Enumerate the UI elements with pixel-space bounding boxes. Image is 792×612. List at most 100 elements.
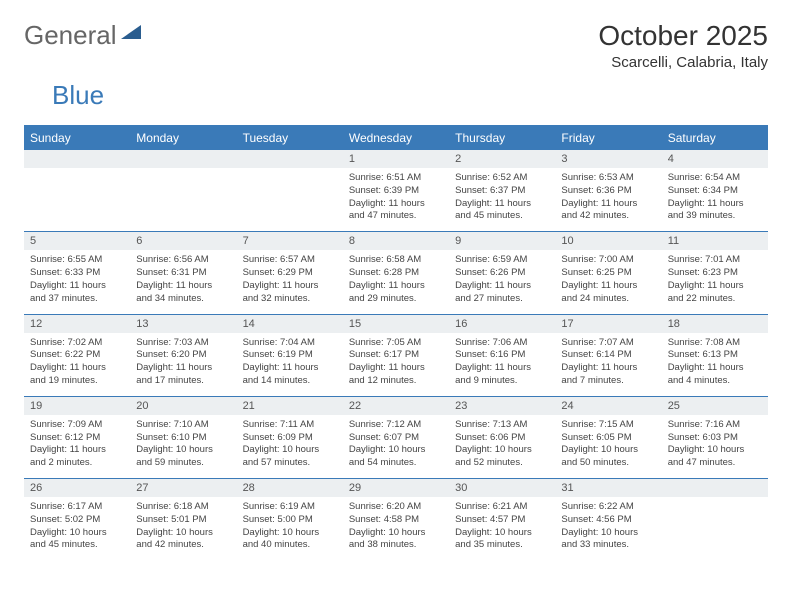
day-cell: Sunrise: 7:12 AMSunset: 6:07 PMDaylight:… xyxy=(343,415,449,479)
day-cell-body: Sunrise: 6:56 AMSunset: 6:31 PMDaylight:… xyxy=(130,250,236,313)
day-number-cell: 25 xyxy=(662,396,768,415)
day-cell-body: Sunrise: 6:53 AMSunset: 6:36 PMDaylight:… xyxy=(555,168,661,231)
day-info-line: Daylight: 11 hours and 39 minutes. xyxy=(668,198,762,224)
daynum-row: 1234 xyxy=(24,150,768,169)
day-number-cell: 17 xyxy=(555,314,661,333)
day-number-cell: 1 xyxy=(343,150,449,169)
day-number-cell: 18 xyxy=(662,314,768,333)
day-info-line: Sunset: 6:06 PM xyxy=(455,432,549,445)
day-info-line: Daylight: 11 hours and 45 minutes. xyxy=(455,198,549,224)
day-info-line: Sunset: 4:58 PM xyxy=(349,514,443,527)
day-info-line: Daylight: 10 hours and 35 minutes. xyxy=(455,527,549,553)
day-info-line: Sunrise: 7:08 AM xyxy=(668,337,762,350)
day-cell-body: Sunrise: 7:08 AMSunset: 6:13 PMDaylight:… xyxy=(662,333,768,396)
day-number-cell xyxy=(24,150,130,169)
day-info-line: Sunrise: 6:58 AM xyxy=(349,254,443,267)
day-info-line: Sunset: 6:07 PM xyxy=(349,432,443,445)
day-header: Friday xyxy=(555,126,661,150)
day-info-line: Daylight: 10 hours and 52 minutes. xyxy=(455,444,549,470)
day-info-line: Sunset: 5:02 PM xyxy=(30,514,124,527)
day-info-line: Daylight: 10 hours and 38 minutes. xyxy=(349,527,443,553)
day-cell: Sunrise: 7:04 AMSunset: 6:19 PMDaylight:… xyxy=(237,333,343,397)
day-cell: Sunrise: 6:56 AMSunset: 6:31 PMDaylight:… xyxy=(130,250,236,314)
day-number-cell: 3 xyxy=(555,150,661,169)
day-info-line: Sunrise: 7:01 AM xyxy=(668,254,762,267)
day-cell: Sunrise: 7:06 AMSunset: 6:16 PMDaylight:… xyxy=(449,333,555,397)
day-info-line: Sunrise: 7:04 AM xyxy=(243,337,337,350)
day-header: Tuesday xyxy=(237,126,343,150)
day-info-line: Sunset: 5:01 PM xyxy=(136,514,230,527)
day-cell: Sunrise: 6:19 AMSunset: 5:00 PMDaylight:… xyxy=(237,497,343,560)
day-number-cell: 4 xyxy=(662,150,768,169)
day-cell: Sunrise: 6:22 AMSunset: 4:56 PMDaylight:… xyxy=(555,497,661,560)
day-info-line: Sunrise: 6:21 AM xyxy=(455,501,549,514)
day-info-line: Sunrise: 6:19 AM xyxy=(243,501,337,514)
day-info-line: Daylight: 10 hours and 57 minutes. xyxy=(243,444,337,470)
day-number-cell: 19 xyxy=(24,396,130,415)
day-info-line: Sunrise: 7:03 AM xyxy=(136,337,230,350)
day-info-line: Sunset: 6:19 PM xyxy=(243,349,337,362)
day-number-cell: 5 xyxy=(24,232,130,251)
day-cell-body: Sunrise: 6:51 AMSunset: 6:39 PMDaylight:… xyxy=(343,168,449,231)
day-cell-body xyxy=(237,168,343,226)
day-header-row: Sunday Monday Tuesday Wednesday Thursday… xyxy=(24,126,768,150)
day-cell: Sunrise: 7:11 AMSunset: 6:09 PMDaylight:… xyxy=(237,415,343,479)
day-cell-body xyxy=(24,168,130,226)
day-cell-body: Sunrise: 7:10 AMSunset: 6:10 PMDaylight:… xyxy=(130,415,236,478)
week-row: Sunrise: 6:17 AMSunset: 5:02 PMDaylight:… xyxy=(24,497,768,560)
day-info-line: Daylight: 11 hours and 27 minutes. xyxy=(455,280,549,306)
day-info-line: Sunrise: 7:11 AM xyxy=(243,419,337,432)
day-number-cell: 20 xyxy=(130,396,236,415)
day-info-line: Sunset: 6:39 PM xyxy=(349,185,443,198)
day-cell-body: Sunrise: 7:06 AMSunset: 6:16 PMDaylight:… xyxy=(449,333,555,396)
day-number-cell: 6 xyxy=(130,232,236,251)
day-info-line: Sunrise: 6:20 AM xyxy=(349,501,443,514)
day-info-line: Sunset: 6:03 PM xyxy=(668,432,762,445)
day-cell-body: Sunrise: 6:59 AMSunset: 6:26 PMDaylight:… xyxy=(449,250,555,313)
day-info-line: Daylight: 11 hours and 37 minutes. xyxy=(30,280,124,306)
day-cell-body: Sunrise: 7:02 AMSunset: 6:22 PMDaylight:… xyxy=(24,333,130,396)
day-info-line: Sunset: 6:10 PM xyxy=(136,432,230,445)
day-info-line: Daylight: 11 hours and 17 minutes. xyxy=(136,362,230,388)
day-cell-body: Sunrise: 7:03 AMSunset: 6:20 PMDaylight:… xyxy=(130,333,236,396)
logo: General xyxy=(24,20,143,51)
day-number-cell: 12 xyxy=(24,314,130,333)
day-info-line: Daylight: 10 hours and 59 minutes. xyxy=(136,444,230,470)
day-info-line: Daylight: 10 hours and 42 minutes. xyxy=(136,527,230,553)
day-cell-body: Sunrise: 6:22 AMSunset: 4:56 PMDaylight:… xyxy=(555,497,661,560)
day-cell: Sunrise: 7:05 AMSunset: 6:17 PMDaylight:… xyxy=(343,333,449,397)
day-cell-body: Sunrise: 7:15 AMSunset: 6:05 PMDaylight:… xyxy=(555,415,661,478)
day-number-cell: 26 xyxy=(24,479,130,498)
day-info-line: Daylight: 11 hours and 24 minutes. xyxy=(561,280,655,306)
day-number-cell: 21 xyxy=(237,396,343,415)
day-info-line: Sunset: 6:12 PM xyxy=(30,432,124,445)
day-info-line: Daylight: 10 hours and 33 minutes. xyxy=(561,527,655,553)
day-info-line: Daylight: 11 hours and 4 minutes. xyxy=(668,362,762,388)
day-info-line: Sunrise: 6:53 AM xyxy=(561,172,655,185)
day-cell: Sunrise: 7:00 AMSunset: 6:25 PMDaylight:… xyxy=(555,250,661,314)
day-cell: Sunrise: 6:18 AMSunset: 5:01 PMDaylight:… xyxy=(130,497,236,560)
day-cell xyxy=(662,497,768,560)
day-info-line: Sunrise: 7:07 AM xyxy=(561,337,655,350)
calendar-body: 1234Sunrise: 6:51 AMSunset: 6:39 PMDayli… xyxy=(24,150,768,561)
day-info-line: Sunrise: 7:06 AM xyxy=(455,337,549,350)
day-info-line: Sunrise: 6:52 AM xyxy=(455,172,549,185)
day-cell: Sunrise: 7:15 AMSunset: 6:05 PMDaylight:… xyxy=(555,415,661,479)
day-cell: Sunrise: 6:55 AMSunset: 6:33 PMDaylight:… xyxy=(24,250,130,314)
day-info-line: Sunrise: 6:18 AM xyxy=(136,501,230,514)
day-cell: Sunrise: 7:01 AMSunset: 6:23 PMDaylight:… xyxy=(662,250,768,314)
day-info-line: Daylight: 11 hours and 2 minutes. xyxy=(30,444,124,470)
day-cell-body: Sunrise: 6:21 AMSunset: 4:57 PMDaylight:… xyxy=(449,497,555,560)
day-number-cell: 22 xyxy=(343,396,449,415)
day-cell: Sunrise: 6:53 AMSunset: 6:36 PMDaylight:… xyxy=(555,168,661,232)
day-cell-body: Sunrise: 7:01 AMSunset: 6:23 PMDaylight:… xyxy=(662,250,768,313)
day-number-cell: 2 xyxy=(449,150,555,169)
day-info-line: Sunset: 6:14 PM xyxy=(561,349,655,362)
day-cell: Sunrise: 6:59 AMSunset: 6:26 PMDaylight:… xyxy=(449,250,555,314)
day-number-cell: 7 xyxy=(237,232,343,251)
day-number-cell: 9 xyxy=(449,232,555,251)
day-info-line: Sunset: 6:36 PM xyxy=(561,185,655,198)
day-cell xyxy=(24,168,130,232)
day-header: Wednesday xyxy=(343,126,449,150)
day-info-line: Sunset: 6:17 PM xyxy=(349,349,443,362)
